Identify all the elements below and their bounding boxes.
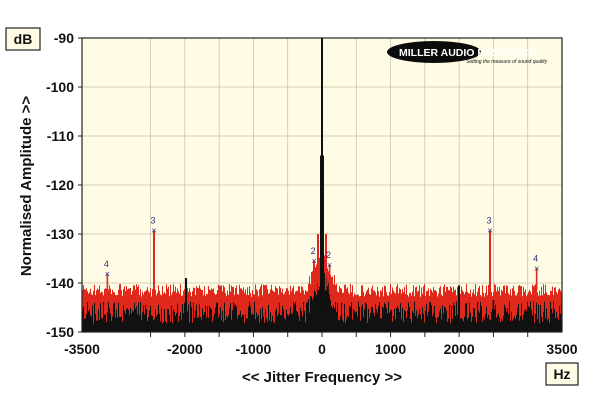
x-tick-label: 0 — [318, 341, 326, 357]
logo-tagline: Setting the measure of sound quality — [466, 59, 548, 65]
x-axis-title: << Jitter Frequency >> — [242, 369, 402, 386]
peak-x-marker: × — [534, 263, 539, 273]
peak-order-label: 3 — [150, 216, 155, 226]
peak-x-marker: × — [105, 269, 110, 279]
peak-x-marker: × — [151, 226, 156, 236]
peak-x-marker: × — [311, 256, 316, 266]
peak-order-label: 3 — [486, 216, 491, 226]
logo-text: MILLER AUDIO RESEARCH — [399, 47, 536, 59]
logo-ellipse — [387, 41, 481, 63]
logo: MILLER AUDIO RESEARCH Setting the measur… — [387, 41, 548, 65]
y-tick-label: -110 — [47, 128, 74, 144]
peak-order-label: 2 — [326, 250, 331, 260]
peak-x-marker: × — [487, 226, 492, 236]
y-tick-label: -150 — [46, 324, 74, 340]
y-unit-label: dB — [14, 31, 33, 47]
peak-order-label: 4 — [533, 253, 538, 263]
x-tick-label: 1000 — [375, 341, 406, 357]
x-tick-label: -3500 — [64, 341, 100, 357]
y-tick-label: -130 — [46, 226, 74, 242]
x-tick-label: 2000 — [444, 341, 475, 357]
peak-order-label: 4 — [104, 259, 109, 269]
y-unit-box: dB — [5, 27, 41, 51]
y-tick-label: -120 — [46, 177, 74, 193]
peak-order-label: 2 — [311, 246, 316, 256]
x-tick-label: -1000 — [236, 341, 272, 357]
x-unit-label: Hz — [553, 366, 570, 382]
y-tick-label: -90 — [54, 30, 74, 46]
y-tick-label: -100 — [46, 79, 74, 95]
y-tick-label: -140 — [46, 275, 74, 291]
axis-ticks: -90 -100 -110 -120 -130 -140 -150-3500 -2000 -10… — [46, 30, 578, 357]
y-axis-title: Normalised Amplitude >> — [18, 96, 35, 277]
x-tick-label: -2000 — [167, 341, 203, 357]
x-unit-box: Hz — [545, 362, 579, 386]
peak-x-marker: × — [327, 260, 332, 270]
peak-markers: ×4×3×2×2×3×4 — [104, 38, 539, 313]
x-tick-label: 3500 — [546, 341, 577, 357]
